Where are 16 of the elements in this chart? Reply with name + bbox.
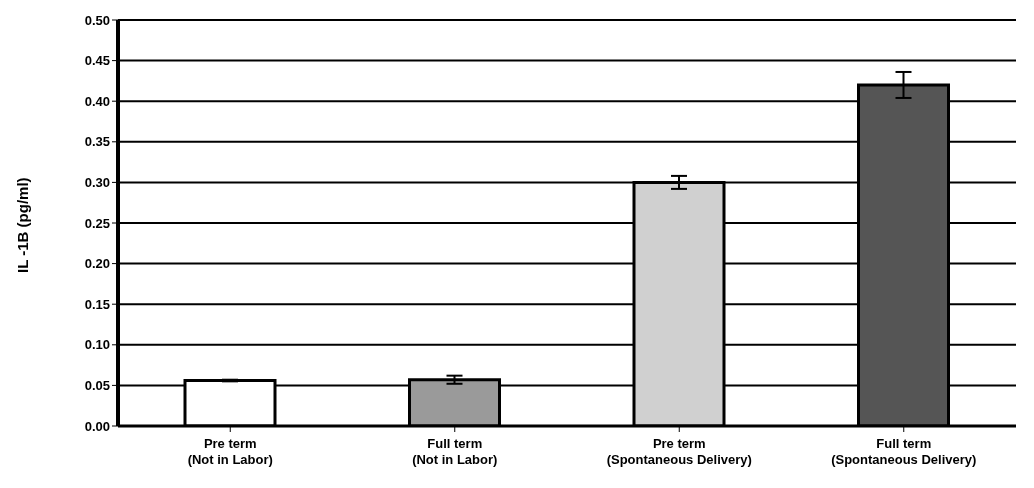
y-tick-label: 0.25 xyxy=(84,215,110,231)
y-tick-label: 0.30 xyxy=(84,175,110,191)
y-tick-label: 0.20 xyxy=(84,256,110,272)
y-tick-label: 0.50 xyxy=(84,12,110,28)
y-tick-label: 0.35 xyxy=(84,134,110,150)
x-tick-label: Pre term (Spontaneous Delivery) xyxy=(606,436,752,467)
y-tick-label: 0.10 xyxy=(84,337,110,353)
y-tick-label: 0.05 xyxy=(84,378,110,394)
x-tick-label: Full term (Spontaneous Delivery) xyxy=(831,436,977,467)
y-axis-title: IL -1B (pg/ml) xyxy=(14,177,32,273)
y-tick-label: 0.40 xyxy=(84,93,110,109)
y-tick-label: 0.00 xyxy=(84,418,110,434)
y-tick-label: 0.15 xyxy=(84,296,110,312)
y-tick-label: 0.45 xyxy=(84,53,110,69)
x-tick-label: Pre term (Not in Labor) xyxy=(187,436,273,467)
x-tick-label: Full term (Not in Labor) xyxy=(412,436,498,467)
